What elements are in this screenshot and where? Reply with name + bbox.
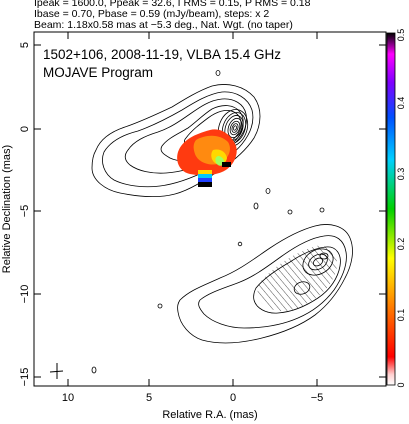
colorbar-tick-label: 0.1 xyxy=(396,309,406,322)
beam-marker xyxy=(49,363,64,379)
header-line-2: Ibase = 0.70, Pbase = 0.59 (mJy/beam), s… xyxy=(34,8,270,20)
colorbar-tick-label: 0 xyxy=(396,382,406,387)
colorbar-tick-labels: 0 0.1 0.2 0.3 0.4 0.5 xyxy=(396,29,406,388)
colorbar xyxy=(386,32,396,386)
header-line-1: Ipeak = 1600.0, Ppeak = 32.6, I RMS = 0.… xyxy=(34,0,311,9)
colorbar-tick-label: 0.5 xyxy=(396,29,406,42)
colorbar-tick-label: 0.2 xyxy=(396,238,406,251)
y-tick-label: 5 xyxy=(19,42,31,48)
x-tick-label: 0 xyxy=(230,392,236,404)
polarization-image xyxy=(177,129,237,187)
colorbar-tick-label: 0.3 xyxy=(396,168,406,181)
source-label: 1502+106, 2008-11-19, VLBA 15.4 GHz xyxy=(43,47,281,62)
x-tick-label: −5 xyxy=(311,392,324,404)
y-tick-label: −10 xyxy=(19,285,31,304)
core-contours xyxy=(91,84,261,197)
y-axis-label: Relative Declination (mas) xyxy=(1,145,13,273)
x-tick-label: 5 xyxy=(146,392,152,404)
colorbar-tick-label: 0.4 xyxy=(396,97,406,110)
x-tick-label: 10 xyxy=(62,392,74,404)
program-label: MOJAVE Program xyxy=(43,65,153,80)
plot-frame xyxy=(33,31,387,387)
polarization-vectors xyxy=(257,245,338,312)
y-tick-label: −5 xyxy=(19,205,31,218)
y-tick-labels: 5 0 −5 −10 −15 xyxy=(19,42,31,386)
contour-map xyxy=(91,70,353,374)
x-axis-label: Relative R.A. (mas) xyxy=(162,409,257,421)
header-line-3: Beam: 1.18x0.58 mas at −5.3 deg., Nat. W… xyxy=(34,19,293,31)
axis-ticks xyxy=(34,32,386,386)
y-tick-label: 0 xyxy=(19,126,31,132)
x-tick-labels: 10 5 0 −5 xyxy=(62,392,323,404)
y-tick-label: −15 xyxy=(19,368,31,387)
